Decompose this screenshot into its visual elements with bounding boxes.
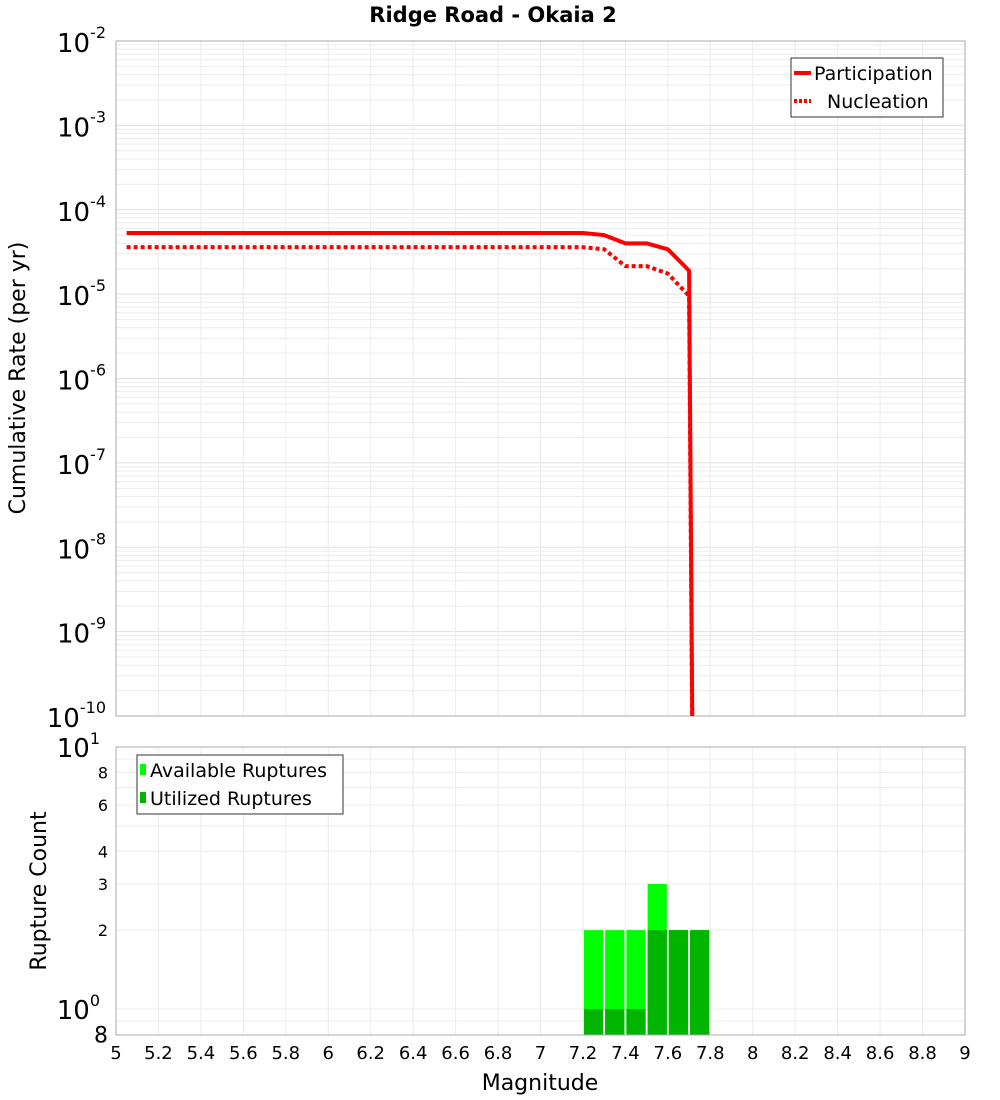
x-tick-label: 7.6 [654,1043,683,1064]
y-tick-label: 10-10 [47,698,106,734]
y-tick-label: 10-5 [57,276,106,312]
legend-swatch [140,764,146,775]
legend-label: Participation [814,63,933,85]
y-tick-label: 10-2 [57,23,106,59]
top-y-axis-label: Cumulative Rate (per yr) [6,242,31,515]
top-legend: Participation Nucleation [790,57,944,118]
y-tick-label: 8 [98,763,108,782]
x-tick-label: 6.4 [399,1043,428,1064]
series-line-participation [126,231,695,717]
x-tick-label: 8.8 [908,1043,937,1064]
legend-box [136,754,344,815]
x-tick-label: 8.6 [866,1043,895,1064]
y-tick-label: 10-7 [57,445,106,481]
legend-label: Utilized Ruptures [150,788,312,810]
legend-swatch [140,792,146,803]
bottom-y-axis-label: Rupture Count [27,811,52,971]
x-tick-label: 5.6 [229,1043,258,1064]
bar-available [605,930,625,1035]
plot-border [115,40,966,717]
x-tick-label: 6 [323,1043,334,1064]
rate-plot: 10-2 10-3 10-4 10-5 10-6 10-7 10-8 10-9 10-10 Par… [47,23,966,734]
x-tick-label: 8 [747,1043,758,1064]
bottom-legend: Available Ruptures Utilized Ruptures [136,754,344,815]
series-line-nucleation [126,245,695,717]
x-tick-label: 5.4 [187,1043,216,1064]
chart-title: Ridge Road - Okaia 2 [369,3,616,27]
y-tick-label: 4 [98,842,108,861]
x-tick-label: 7.8 [696,1043,725,1064]
x-tick-label: 8.2 [781,1043,810,1064]
x-tick-label: 7 [535,1043,546,1064]
bar-utilized [668,930,689,1035]
y-tick-label: 2 [98,921,108,940]
x-tick-label: 5.2 [144,1043,173,1064]
y-tick-label: 10-8 [57,529,106,565]
bar-utilized [583,1009,604,1035]
y-tick-label: 6 [98,796,108,815]
legend-label: Available Ruptures [150,760,327,782]
bar-utilized [605,1009,625,1035]
y-tick-label: 100 [57,991,100,1026]
bar-available [626,930,646,1035]
legend-label: Nucleation [827,91,929,113]
x-axis-label: Magnitude [482,1071,599,1096]
bar-available [583,930,604,1035]
y-tick-label: 10-3 [57,107,106,143]
bar-utilized [690,930,710,1035]
plot-border [115,746,966,1036]
x-tick-label: 7.4 [611,1043,640,1064]
legend-box [790,57,944,118]
y-tick-label: 10-6 [57,361,106,397]
bar-utilized [626,1009,646,1035]
x-tick-label: 9 [959,1043,970,1064]
x-tick-label: 7.2 [569,1043,598,1064]
y-tick-label: 10-4 [57,192,106,228]
y-tick-label: 10-9 [57,614,106,650]
x-tick-label: 6.2 [356,1043,385,1064]
y-tick-label: 8 [94,1023,108,1048]
x-tick-label: 6.8 [484,1043,513,1064]
x-tick-label: 5.8 [271,1043,300,1064]
x-tick-label: 5 [110,1043,121,1064]
bar-utilized [647,930,667,1035]
y-tick-label: 3 [98,875,108,894]
x-tick-label: 8.4 [823,1043,852,1064]
y-tick-label: 101 [57,729,100,764]
x-tick-label: 6.6 [441,1043,470,1064]
